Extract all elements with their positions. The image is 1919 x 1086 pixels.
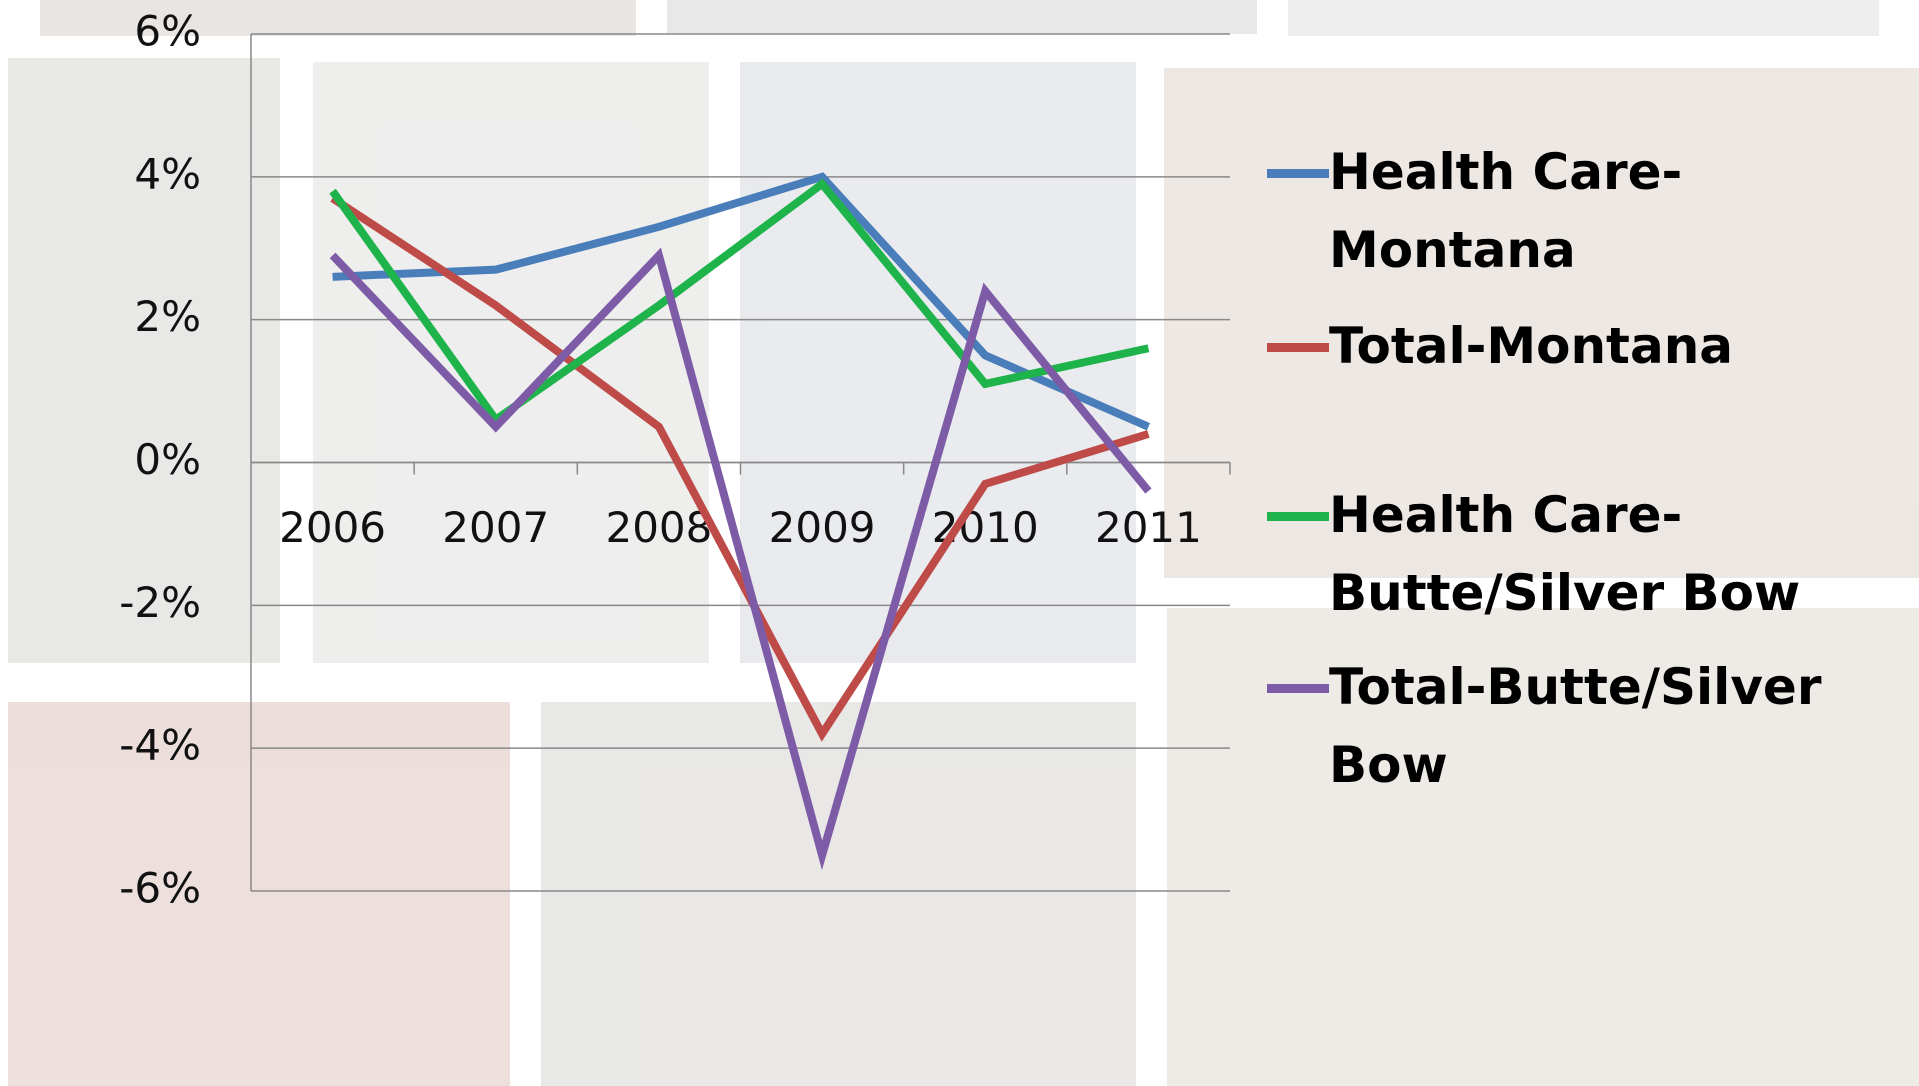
x-tick-label: 2008	[605, 503, 712, 552]
x-tick-label: 2006	[279, 503, 386, 552]
legend-entry: Health Care-Montana	[1267, 133, 1867, 289]
legend-label: Total-Butte/Silver Bow	[1329, 658, 1822, 794]
legend-entry: Total-Montana	[1267, 307, 1867, 385]
x-tick-label: 2009	[769, 503, 876, 552]
series-line	[330, 194, 1150, 742]
x-tick-label: 2011	[1095, 503, 1202, 552]
legend-swatch	[1267, 343, 1329, 352]
legend-label: Total-Montana	[1329, 317, 1734, 375]
y-tick-label: 2%	[134, 292, 201, 341]
x-tick-label: 2007	[442, 503, 549, 552]
legend-swatch	[1267, 169, 1329, 178]
legend-entry: Health Care-Butte/Silver Bow	[1267, 476, 1867, 632]
y-tick-label: -4%	[119, 721, 201, 770]
y-tick-label: -6%	[119, 864, 201, 913]
legend-swatch	[1267, 684, 1329, 693]
legend-label: Health Care-Montana	[1329, 143, 1683, 279]
y-tick-label: -2%	[119, 578, 201, 627]
legend-swatch	[1267, 512, 1329, 521]
y-tick-label: 0%	[134, 435, 201, 484]
y-tick-label: 6%	[134, 7, 201, 56]
y-tick-label: 4%	[134, 149, 201, 198]
series-line	[329, 178, 1150, 426]
legend-entry: Total-Butte/Silver Bow	[1267, 648, 1867, 804]
series-line	[332, 172, 1151, 431]
legend-label: Health Care-Butte/Silver Bow	[1329, 486, 1801, 622]
series-line	[329, 247, 1152, 871]
